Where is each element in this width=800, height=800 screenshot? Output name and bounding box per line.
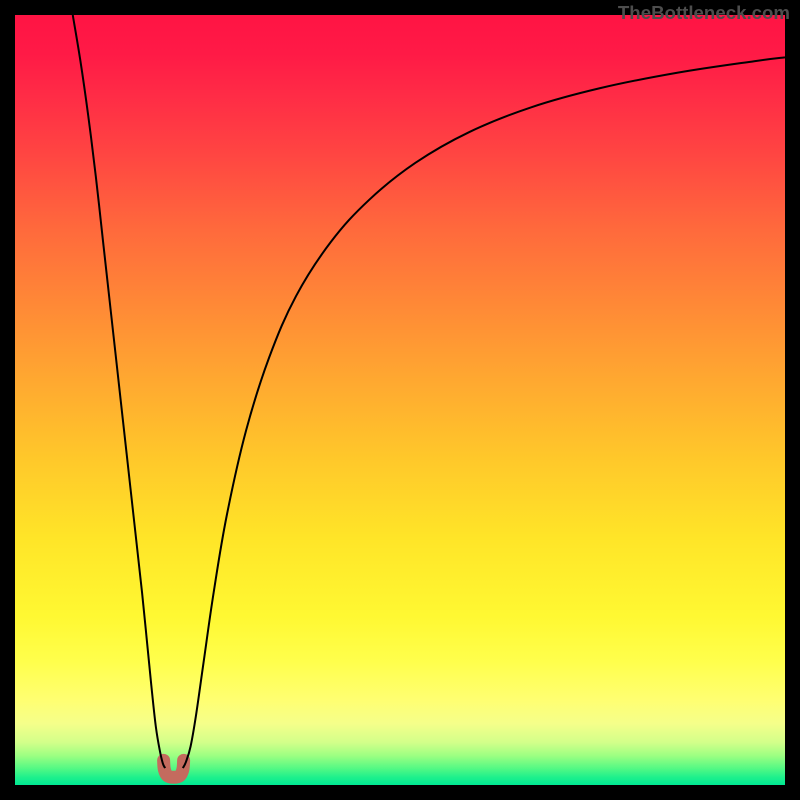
bottleneck-chart (0, 0, 800, 800)
chart-background (15, 15, 785, 785)
chart-container: TheBottleneck.com (0, 0, 800, 800)
watermark-text: TheBottleneck.com (618, 2, 790, 24)
